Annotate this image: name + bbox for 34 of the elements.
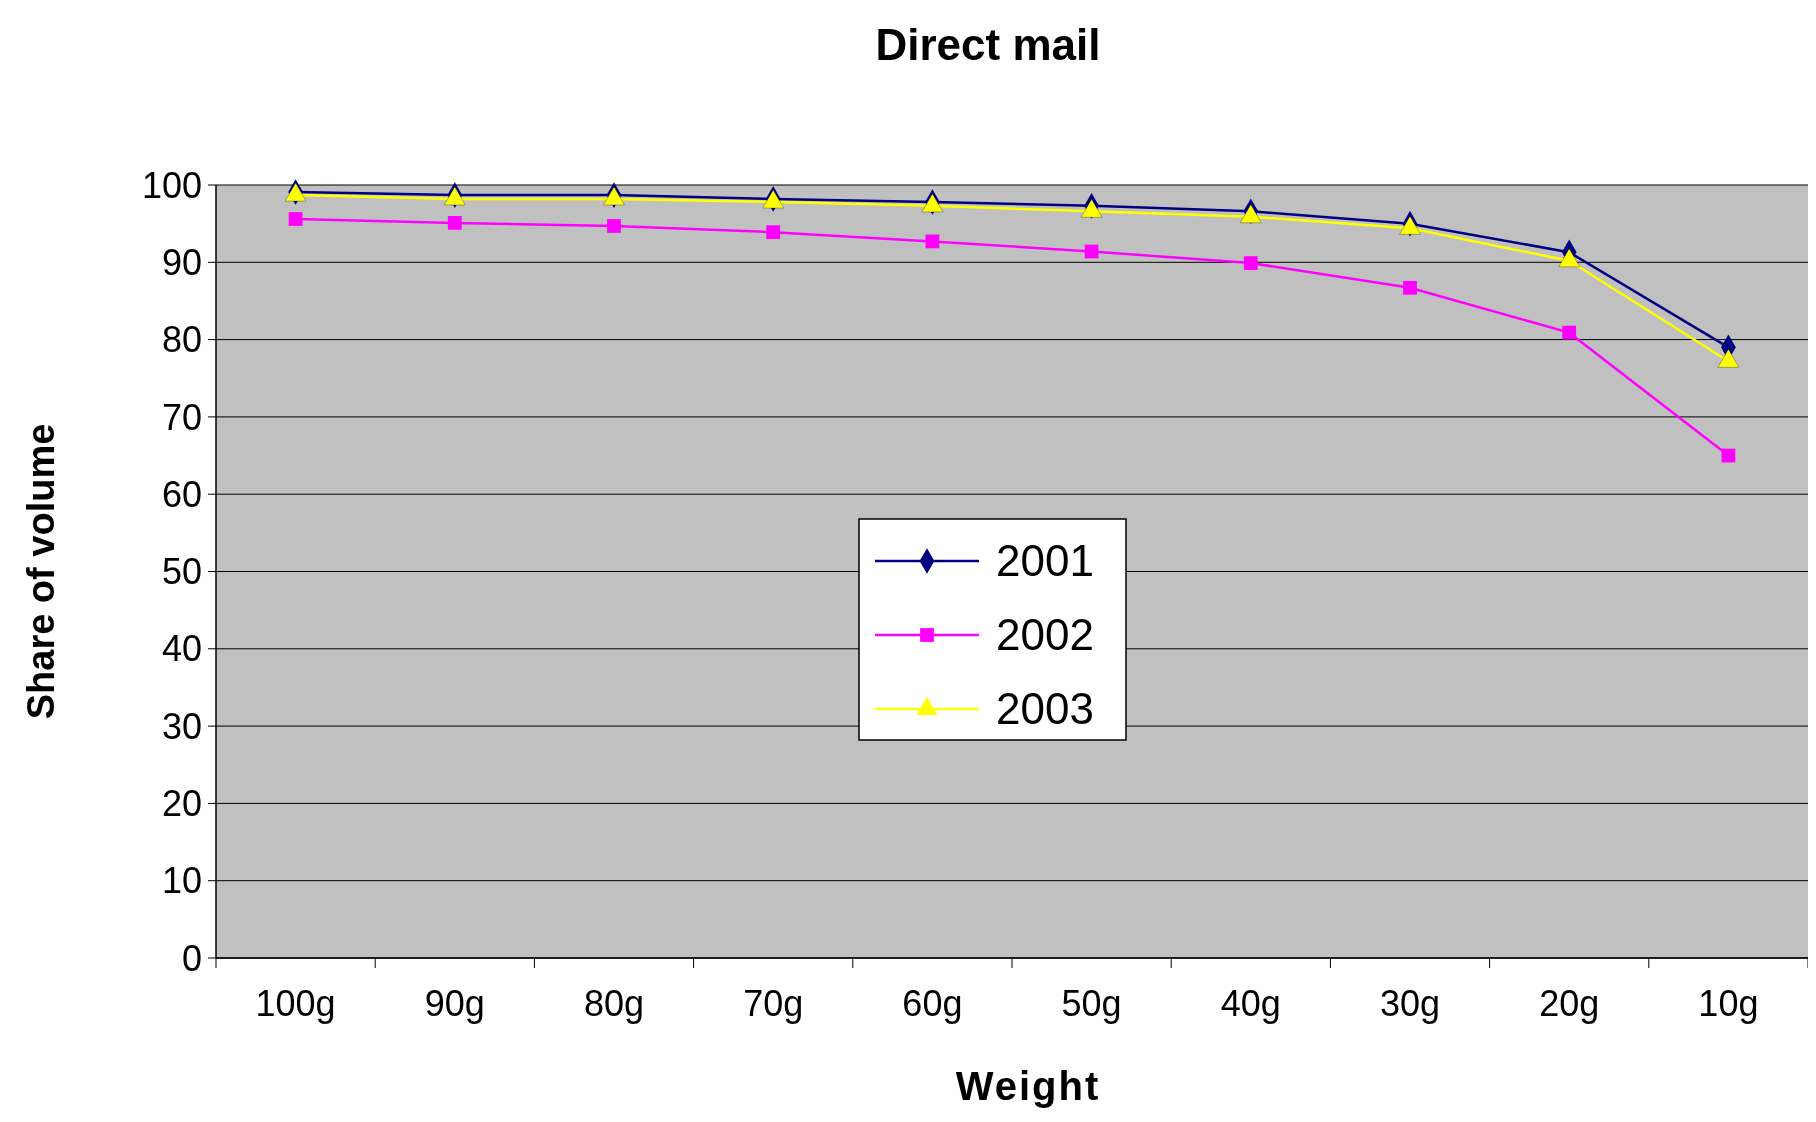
point: [1243, 256, 1258, 270]
y-tick-label: 80: [161, 319, 202, 361]
legend-label: 2003: [996, 684, 1094, 734]
x-tick-label: 20g: [1539, 983, 1600, 1024]
y-tick-label: 20: [161, 783, 202, 824]
point: [766, 225, 781, 240]
x-tick-label: 60g: [902, 983, 963, 1024]
point: [607, 219, 621, 233]
x-tick-label: 80g: [583, 983, 645, 1024]
x-tick-label: 30g: [1379, 983, 1441, 1024]
y-axis-title: Share of volume: [20, 423, 62, 720]
x-tick-label: 90g: [424, 983, 485, 1024]
y-tick-label: 90: [161, 241, 202, 283]
legend-label: 2001: [996, 536, 1094, 586]
point: [288, 212, 303, 226]
y-tick-label: 70: [161, 396, 202, 438]
y-tick-label: 30: [161, 705, 202, 747]
x-axis-title: Weight: [955, 1064, 1101, 1108]
legend-label: 2002: [996, 610, 1094, 660]
point: [447, 215, 462, 230]
y-tick-label: 100: [141, 164, 202, 206]
x-tick-label: 100g: [255, 983, 336, 1024]
x-tick-label: 50g: [1061, 983, 1122, 1024]
x-tick-label: 70g: [743, 983, 804, 1024]
y-tick-label: 40: [161, 628, 202, 670]
x-tick-label: 10g: [1698, 983, 1759, 1024]
point: [1562, 325, 1577, 340]
chart-title: Direct mail: [875, 20, 1101, 69]
x-tick-label: 40g: [1220, 983, 1281, 1024]
y-tick-label: 10: [161, 860, 202, 902]
y-tick-label: 0: [181, 937, 202, 979]
y-tick-label: 50: [161, 551, 202, 593]
y-tick-label: 60: [161, 473, 202, 515]
point: [1403, 280, 1417, 295]
